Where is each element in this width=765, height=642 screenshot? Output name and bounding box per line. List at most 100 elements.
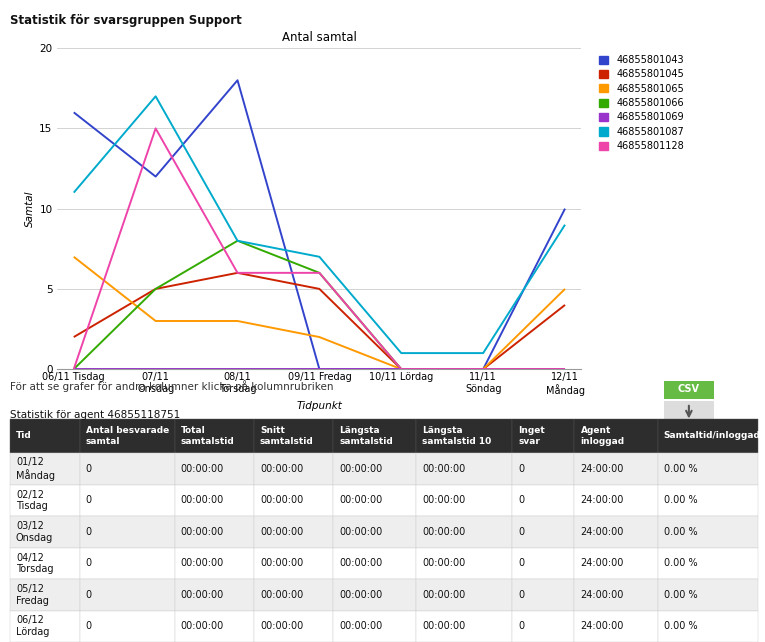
FancyBboxPatch shape xyxy=(80,485,175,516)
Text: 05/12
Fredag: 05/12 Fredag xyxy=(16,584,49,605)
FancyBboxPatch shape xyxy=(80,548,175,579)
Text: 0: 0 xyxy=(86,527,92,537)
FancyBboxPatch shape xyxy=(10,579,80,611)
FancyBboxPatch shape xyxy=(658,419,758,453)
Title: Antal samtal: Antal samtal xyxy=(282,31,356,44)
Text: 0: 0 xyxy=(519,527,525,537)
Text: 0: 0 xyxy=(519,496,525,505)
Text: 00:00:00: 00:00:00 xyxy=(181,527,224,537)
FancyBboxPatch shape xyxy=(175,453,254,485)
Text: 24:00:00: 24:00:00 xyxy=(581,559,623,568)
Text: Inget
svar: Inget svar xyxy=(519,426,545,446)
FancyBboxPatch shape xyxy=(416,453,513,485)
FancyBboxPatch shape xyxy=(658,579,758,611)
Text: 00:00:00: 00:00:00 xyxy=(339,527,382,537)
Text: 24:00:00: 24:00:00 xyxy=(581,621,623,631)
FancyBboxPatch shape xyxy=(175,485,254,516)
Text: 0: 0 xyxy=(519,464,525,474)
FancyBboxPatch shape xyxy=(254,419,333,453)
Text: 00:00:00: 00:00:00 xyxy=(422,621,466,631)
Text: 24:00:00: 24:00:00 xyxy=(581,590,623,600)
FancyBboxPatch shape xyxy=(513,579,575,611)
FancyBboxPatch shape xyxy=(333,516,416,548)
Text: Statistik för svarsgruppen Support: Statistik för svarsgruppen Support xyxy=(10,14,242,27)
FancyBboxPatch shape xyxy=(254,453,333,485)
Text: 0.00 %: 0.00 % xyxy=(664,621,698,631)
Text: För att se grafer för andra kolumner klicka på kolumnrubriken: För att se grafer för andra kolumner kli… xyxy=(10,380,334,392)
FancyBboxPatch shape xyxy=(254,548,333,579)
Text: 00:00:00: 00:00:00 xyxy=(181,559,224,568)
Text: CSV: CSV xyxy=(678,385,700,394)
FancyBboxPatch shape xyxy=(175,579,254,611)
FancyBboxPatch shape xyxy=(10,453,80,485)
Text: 00:00:00: 00:00:00 xyxy=(339,464,382,474)
FancyBboxPatch shape xyxy=(254,485,333,516)
Text: 0: 0 xyxy=(86,621,92,631)
Text: 00:00:00: 00:00:00 xyxy=(260,559,303,568)
FancyBboxPatch shape xyxy=(254,579,333,611)
Y-axis label: Samtal: Samtal xyxy=(25,191,35,227)
FancyBboxPatch shape xyxy=(175,516,254,548)
Text: Antal besvarade
samtal: Antal besvarade samtal xyxy=(86,426,169,446)
Legend: 46855801043, 46855801045, 46855801065, 46855801066, 46855801069, 46855801087, 46: 46855801043, 46855801045, 46855801065, 4… xyxy=(597,53,686,153)
Text: 00:00:00: 00:00:00 xyxy=(422,464,466,474)
Text: 00:00:00: 00:00:00 xyxy=(422,527,466,537)
FancyBboxPatch shape xyxy=(575,485,658,516)
Text: 0: 0 xyxy=(519,559,525,568)
FancyBboxPatch shape xyxy=(575,548,658,579)
Text: 02/12
Tisdag: 02/12 Tisdag xyxy=(16,490,47,511)
FancyBboxPatch shape xyxy=(416,548,513,579)
Text: Samtaltid/inloggad: Samtaltid/inloggad xyxy=(664,431,760,440)
Text: 00:00:00: 00:00:00 xyxy=(181,590,224,600)
Text: 0: 0 xyxy=(86,559,92,568)
Text: 00:00:00: 00:00:00 xyxy=(339,590,382,600)
Text: 00:00:00: 00:00:00 xyxy=(260,527,303,537)
FancyBboxPatch shape xyxy=(80,453,175,485)
Text: 0: 0 xyxy=(86,496,92,505)
Text: 00:00:00: 00:00:00 xyxy=(339,621,382,631)
FancyBboxPatch shape xyxy=(175,611,254,642)
Text: 0.00 %: 0.00 % xyxy=(664,590,698,600)
FancyBboxPatch shape xyxy=(333,579,416,611)
FancyBboxPatch shape xyxy=(254,611,333,642)
FancyBboxPatch shape xyxy=(254,516,333,548)
FancyBboxPatch shape xyxy=(575,419,658,453)
Text: 00:00:00: 00:00:00 xyxy=(422,590,466,600)
FancyBboxPatch shape xyxy=(416,419,513,453)
Text: Total
samtalstid: Total samtalstid xyxy=(181,426,235,446)
FancyBboxPatch shape xyxy=(333,485,416,516)
Text: 00:00:00: 00:00:00 xyxy=(260,590,303,600)
Text: 00:00:00: 00:00:00 xyxy=(339,496,382,505)
FancyBboxPatch shape xyxy=(80,516,175,548)
Text: 04/12
Torsdag: 04/12 Torsdag xyxy=(16,553,54,574)
Text: 00:00:00: 00:00:00 xyxy=(260,621,303,631)
FancyBboxPatch shape xyxy=(416,516,513,548)
Text: 0: 0 xyxy=(519,590,525,600)
Text: 0: 0 xyxy=(86,590,92,600)
Text: 24:00:00: 24:00:00 xyxy=(581,496,623,505)
FancyBboxPatch shape xyxy=(10,611,80,642)
FancyBboxPatch shape xyxy=(513,453,575,485)
Text: 00:00:00: 00:00:00 xyxy=(181,621,224,631)
FancyBboxPatch shape xyxy=(575,453,658,485)
Text: 0.00 %: 0.00 % xyxy=(664,527,698,537)
X-axis label: Tidpunkt: Tidpunkt xyxy=(297,401,342,412)
Text: Agent
inloggad: Agent inloggad xyxy=(581,426,624,446)
Text: 0: 0 xyxy=(86,464,92,474)
Text: 00:00:00: 00:00:00 xyxy=(422,496,466,505)
Text: 00:00:00: 00:00:00 xyxy=(181,496,224,505)
Text: 01/12
Måndag: 01/12 Måndag xyxy=(16,457,55,481)
FancyBboxPatch shape xyxy=(333,453,416,485)
FancyBboxPatch shape xyxy=(333,548,416,579)
FancyBboxPatch shape xyxy=(513,548,575,579)
Text: Snitt
samtalstid: Snitt samtalstid xyxy=(260,426,314,446)
FancyBboxPatch shape xyxy=(10,419,80,453)
FancyBboxPatch shape xyxy=(10,485,80,516)
Text: 03/12
Onsdag: 03/12 Onsdag xyxy=(16,521,54,542)
Text: Statistik för agent 46855118751: Statistik för agent 46855118751 xyxy=(10,410,181,420)
FancyBboxPatch shape xyxy=(80,419,175,453)
FancyBboxPatch shape xyxy=(416,485,513,516)
Text: 00:00:00: 00:00:00 xyxy=(422,559,466,568)
Text: 0.00 %: 0.00 % xyxy=(664,559,698,568)
Text: 0: 0 xyxy=(519,621,525,631)
